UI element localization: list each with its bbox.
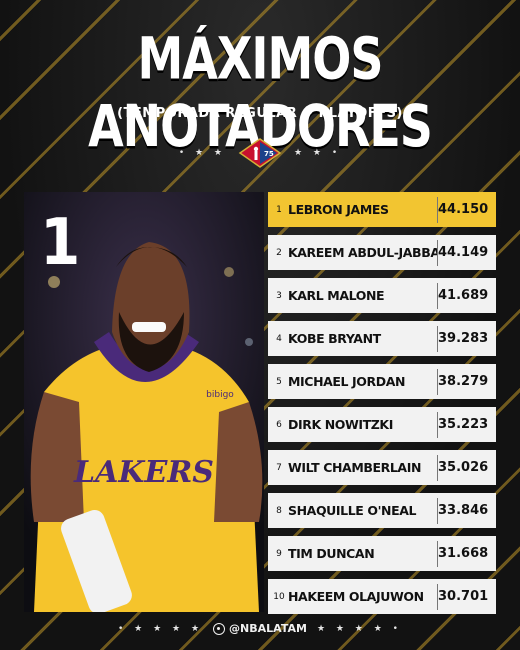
row-rank: 8 — [276, 505, 282, 516]
row-points: 38.279 — [438, 374, 489, 389]
social-handle: @NBALATAM — [213, 622, 307, 635]
row-rank: 7 — [276, 462, 282, 473]
row-divider — [437, 454, 438, 481]
row-divider — [437, 368, 438, 395]
footer-stars-right: ★ ★ ★ ★ • — [316, 623, 402, 634]
row-rank: 2 — [276, 247, 282, 258]
row-rank: 4 — [276, 333, 282, 344]
jersey-text: LAKERS — [73, 455, 214, 490]
row-rank: 3 — [276, 290, 282, 301]
nba-75-logo-icon: 75 — [238, 138, 282, 168]
row-points: 35.223 — [438, 417, 489, 432]
row-player-name: DIRK NOWITZKI — [288, 417, 393, 432]
logo-row: • ★ ★ 75 ★ ★ • — [0, 138, 520, 168]
row-divider — [437, 325, 438, 352]
leaders-table: 1 LEBRON JAMES 44.150 2 KAREEM ABDUL-JAB… — [268, 192, 496, 622]
row-divider — [437, 583, 438, 610]
row-points: 44.149 — [438, 245, 489, 260]
row-rank: 10 — [273, 591, 285, 602]
row-player-name: KAREEM ABDUL-JABBAR — [288, 245, 437, 260]
row-points: 33.846 — [438, 503, 489, 518]
table-row: 1 LEBRON JAMES 44.150 — [268, 192, 496, 227]
row-rank: 9 — [276, 548, 282, 559]
row-divider — [437, 540, 438, 567]
row-divider — [437, 411, 438, 438]
row-points: 41.689 — [438, 288, 489, 303]
table-row: 7 WILT CHAMBERLAIN 35.026 — [268, 450, 496, 485]
row-divider — [437, 282, 438, 309]
stars-left-decoration: • ★ ★ — [178, 148, 226, 158]
footer-stars-left: • ★ ★ ★ ★ — [118, 623, 204, 634]
stars-right-decoration: ★ ★ • — [294, 148, 342, 158]
row-points: 31.668 — [438, 546, 489, 561]
player-photo: LAKERS bibigo — [24, 192, 264, 612]
social-handle-text: @NBALATAM — [229, 622, 307, 635]
row-player-name: KARL MALONE — [288, 288, 385, 303]
page-subtitle: (TEMPORADA REGULAR + PLAYOFFS) — [117, 106, 403, 121]
table-row: 4 KOBE BRYANT 39.283 — [268, 321, 496, 356]
row-points: 30.701 — [438, 589, 489, 604]
row-divider — [437, 196, 438, 223]
table-row: 6 DIRK NOWITZKI 35.223 — [268, 407, 496, 442]
instagram-icon — [213, 622, 226, 635]
jersey-sponsor: bibigo — [206, 390, 234, 400]
table-row: 10 HAKEEM OLAJUWON 30.701 — [268, 579, 496, 614]
row-player-name: TIM DUNCAN — [288, 546, 375, 561]
table-row: 5 MICHAEL JORDAN 38.279 — [268, 364, 496, 399]
row-points: 35.026 — [438, 460, 489, 475]
row-player-name: WILT CHAMBERLAIN — [288, 460, 422, 475]
row-rank: 1 — [276, 204, 282, 215]
table-row: 8 SHAQUILLE O'NEAL 33.846 — [268, 493, 496, 528]
page-title: MÁXIMOS ANOTADORES — [88, 24, 433, 160]
row-rank: 5 — [276, 376, 282, 387]
row-divider — [437, 239, 438, 266]
table-row: 9 TIM DUNCAN 31.668 — [268, 536, 496, 571]
row-rank: 6 — [276, 419, 282, 430]
row-points: 39.283 — [438, 331, 489, 346]
row-player-name: KOBE BRYANT — [288, 331, 381, 346]
table-row: 2 KAREEM ABDUL-JABBAR 44.149 — [268, 235, 496, 270]
row-points: 44.150 — [438, 202, 489, 217]
footer: • ★ ★ ★ ★ @NBALATAM ★ ★ ★ ★ • — [0, 622, 520, 635]
row-divider — [437, 497, 438, 524]
table-row: 3 KARL MALONE 41.689 — [268, 278, 496, 313]
featured-rank: 1 — [40, 204, 81, 280]
row-player-name: MICHAEL JORDAN — [288, 374, 406, 389]
row-player-name: SHAQUILLE O'NEAL — [288, 503, 417, 518]
svg-text:75: 75 — [264, 150, 274, 158]
row-player-name: LEBRON JAMES — [288, 202, 389, 217]
row-player-name: HAKEEM OLAJUWON — [288, 589, 424, 604]
